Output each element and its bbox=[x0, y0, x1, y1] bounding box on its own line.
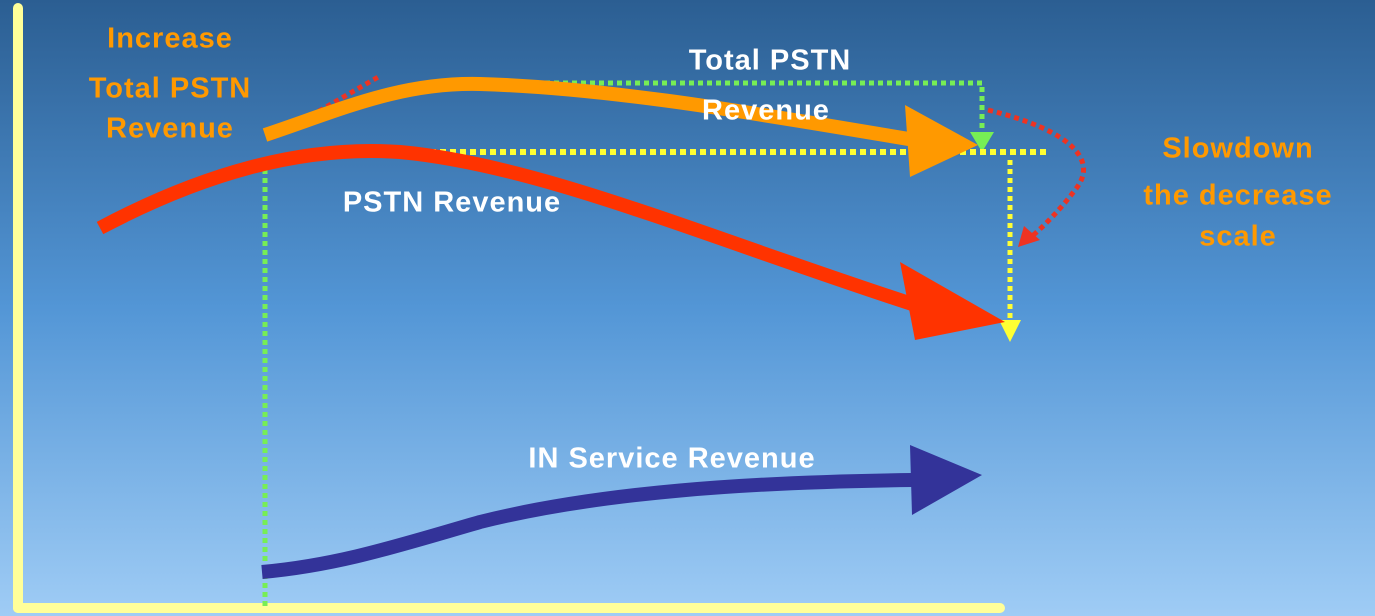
in-service-arrow bbox=[910, 445, 982, 515]
total-pstn-curve bbox=[262, 76, 917, 147]
yellow-arrowhead bbox=[999, 320, 1021, 342]
label: IN Service Revenue bbox=[528, 443, 815, 475]
label: PSTN Revenue bbox=[343, 187, 561, 219]
label: Increase bbox=[107, 23, 233, 55]
total-pstn-arrow bbox=[905, 105, 978, 177]
red-arrowhead bbox=[1018, 226, 1040, 247]
red-guide bbox=[987, 107, 1087, 240]
label: Total PSTN bbox=[89, 73, 252, 105]
green-guide bbox=[500, 80, 985, 135]
in-service-curve bbox=[261, 473, 913, 579]
green-arrowhead bbox=[970, 132, 994, 152]
label: Revenue bbox=[702, 95, 830, 127]
label: Slowdown bbox=[1162, 133, 1313, 165]
label: scale bbox=[1199, 221, 1277, 253]
label: Revenue bbox=[106, 113, 234, 145]
label: Total PSTN bbox=[689, 45, 852, 77]
pstn-curve bbox=[96, 144, 918, 312]
label: the decrease bbox=[1143, 180, 1332, 212]
pstn-arrow bbox=[900, 262, 1005, 340]
